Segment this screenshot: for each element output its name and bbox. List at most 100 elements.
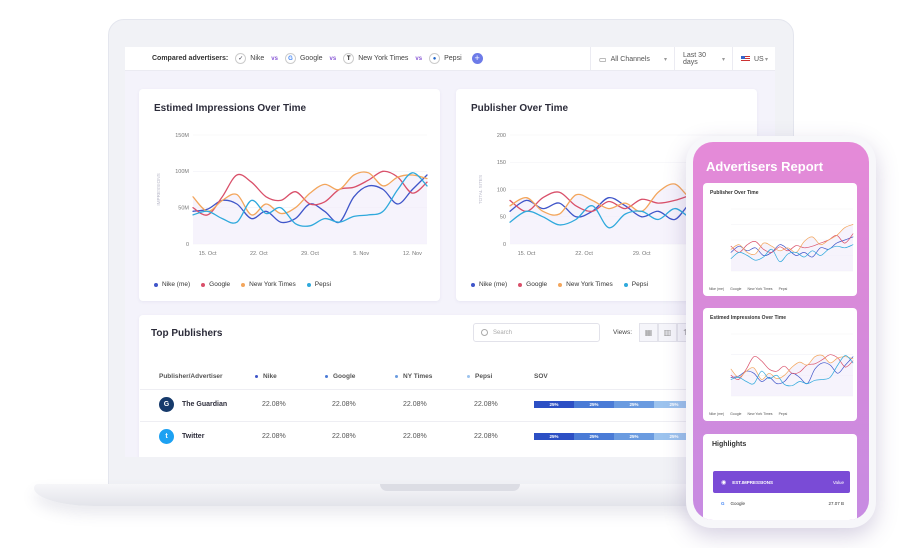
legend-item[interactable]: Google [518, 281, 547, 288]
highlight-row-value: 27.07 B [828, 500, 844, 506]
advertiser-name: Nike [250, 55, 265, 62]
laptop-notch [380, 484, 520, 491]
legend-label: New York Times [566, 281, 613, 288]
eye-icon: ◉ [721, 479, 727, 486]
legend-label: Nike (me) [709, 287, 725, 291]
legend-label: Google [730, 412, 742, 416]
advertiser-pepsi[interactable]: ● Pepsi [429, 53, 462, 64]
country-dropdown[interactable]: US ▾ [732, 47, 775, 71]
chevron-down-icon: ▾ [663, 56, 667, 63]
value-nytimes: 22.08% [403, 433, 427, 440]
legend-item[interactable]: Nike (me) [471, 281, 507, 288]
y-tick-label: 150 [497, 160, 506, 166]
column-header-nytimes[interactable]: NY Times [395, 373, 432, 380]
y-tick-label: 0 [503, 242, 506, 248]
google-icon: G [284, 53, 296, 64]
twitter-icon: t [159, 429, 174, 444]
phone-screen: Advertisers Report Publisher Over Time N… [693, 142, 869, 520]
add-advertiser-button[interactable]: + [471, 53, 483, 64]
legend-item[interactable]: Pepsi [623, 281, 648, 288]
legend-label: Nike (me) [162, 281, 191, 288]
comparison-bar: Compared advertisers: ✓ Nike vs G Google… [125, 47, 775, 71]
series-line [730, 224, 854, 255]
column-header-sov[interactable]: SOV [534, 373, 548, 380]
legend-item[interactable]: Nike (me) [154, 281, 190, 288]
legend-dot [154, 282, 158, 287]
legend-label: Pepsi [778, 412, 788, 416]
publisher-search-input[interactable]: Search [473, 323, 600, 342]
legend-label: Google [526, 281, 548, 288]
phone-impressions-card: Estimed Impressions Over Time Nike (me) … [703, 308, 857, 421]
legend-label: New York Times [747, 287, 773, 291]
chart-legend: Nike (me) Google New York Times Pepsi [154, 281, 342, 288]
sov-segment: 25% [574, 433, 614, 440]
series-dot [467, 375, 470, 378]
column-label: Nike [263, 373, 277, 380]
y-tick-label: 50 [500, 215, 506, 221]
x-tick-label: 5. Nov [353, 251, 369, 257]
phone-publisher-card: Publisher Over Time Nike (me) Google New… [703, 183, 857, 296]
monitor-icon: ▭ [599, 54, 607, 64]
channels-dropdown[interactable]: ▭ All Channels ▾ [590, 47, 674, 71]
search-placeholder: Search [493, 329, 513, 336]
advertiser-nike[interactable]: ✓ Nike [235, 53, 264, 64]
legend-label: Pepsi [314, 281, 332, 288]
legend-item[interactable]: New York Times [241, 281, 296, 288]
x-tick-label: 22. Oct [250, 251, 268, 257]
legend-label: New York Times [249, 281, 296, 288]
highlight-value-label: Value [832, 479, 844, 485]
advertiser-google[interactable]: G Google [284, 53, 323, 64]
chart-title: Estimed Impressions Over Time [154, 103, 307, 114]
y-tick-label: 150M [175, 133, 189, 139]
highlight-row[interactable]: G Google 27.07 B [713, 494, 850, 512]
legend-dot [518, 282, 523, 287]
table-icon[interactable]: ▦ [639, 323, 658, 342]
pepsi-icon: ● [429, 53, 441, 64]
laptop-base [34, 484, 866, 506]
period-dropdown[interactable]: Last 30 days ▾ [674, 47, 732, 71]
sov-segment: 25% [574, 401, 614, 408]
series-line [730, 233, 854, 253]
y-tick-label: 100M [175, 169, 189, 175]
nike-icon: ✓ [235, 53, 247, 64]
series-line [730, 244, 854, 263]
legend-label: Nike (me) [479, 281, 508, 288]
advertiser-nyt[interactable]: T New York Times [343, 53, 408, 64]
series-line [730, 236, 854, 258]
column-header-pepsi[interactable]: Pepsi [467, 373, 492, 380]
laptop-screen: Compared advertisers: ✓ Nike vs G Google… [125, 47, 775, 457]
column-header-nike[interactable]: Nike [255, 373, 277, 380]
sov-segment: 25% [614, 401, 654, 408]
series-line [730, 354, 854, 380]
legend-dot [306, 282, 311, 287]
column-label: NY Times [403, 373, 433, 380]
legend-dot [623, 282, 628, 287]
y-axis-label: TOTAL SITES [478, 175, 483, 204]
publisher-name: The Guardian [182, 401, 228, 408]
legend-label: New York Times [747, 412, 773, 416]
bar-chart-icon[interactable]: ▥ [658, 323, 677, 342]
phone-legend: Nike (me) Google New York Times Pepsi [709, 412, 793, 416]
column-header-google[interactable]: Google [325, 373, 355, 380]
column-label: Pepsi [475, 373, 493, 380]
highlight-header-bar[interactable]: ◉ EST.IMPRESSIONS Value [713, 471, 850, 493]
x-tick-label: 29. Oct [633, 251, 651, 257]
table-row[interactable]: G The Guardian 22.08% 22.08% 22.08% 22.0… [140, 389, 700, 419]
series-area [731, 224, 853, 271]
legend-item[interactable]: Pepsi [306, 281, 332, 288]
y-tick-label: 200 [497, 133, 506, 139]
series-line [192, 172, 428, 227]
series-line [730, 355, 854, 387]
search-icon [481, 329, 488, 336]
column-header-publisher[interactable]: Publisher/Advertiser [159, 373, 223, 380]
x-tick-label: 15. Oct [199, 251, 217, 257]
x-tick-label: 22. Oct [575, 251, 593, 257]
x-tick-label: 29. Oct [301, 251, 319, 257]
legend-label: Google [209, 281, 231, 288]
legend-item[interactable]: Google [201, 281, 230, 288]
channels-value: All Channels [610, 55, 650, 63]
table-row[interactable]: t Twitter 22.08% 22.08% 22.08% 22.08% 25… [140, 421, 700, 451]
legend-item[interactable]: New York Times [558, 281, 613, 288]
value-google: 22.08% [332, 433, 356, 440]
